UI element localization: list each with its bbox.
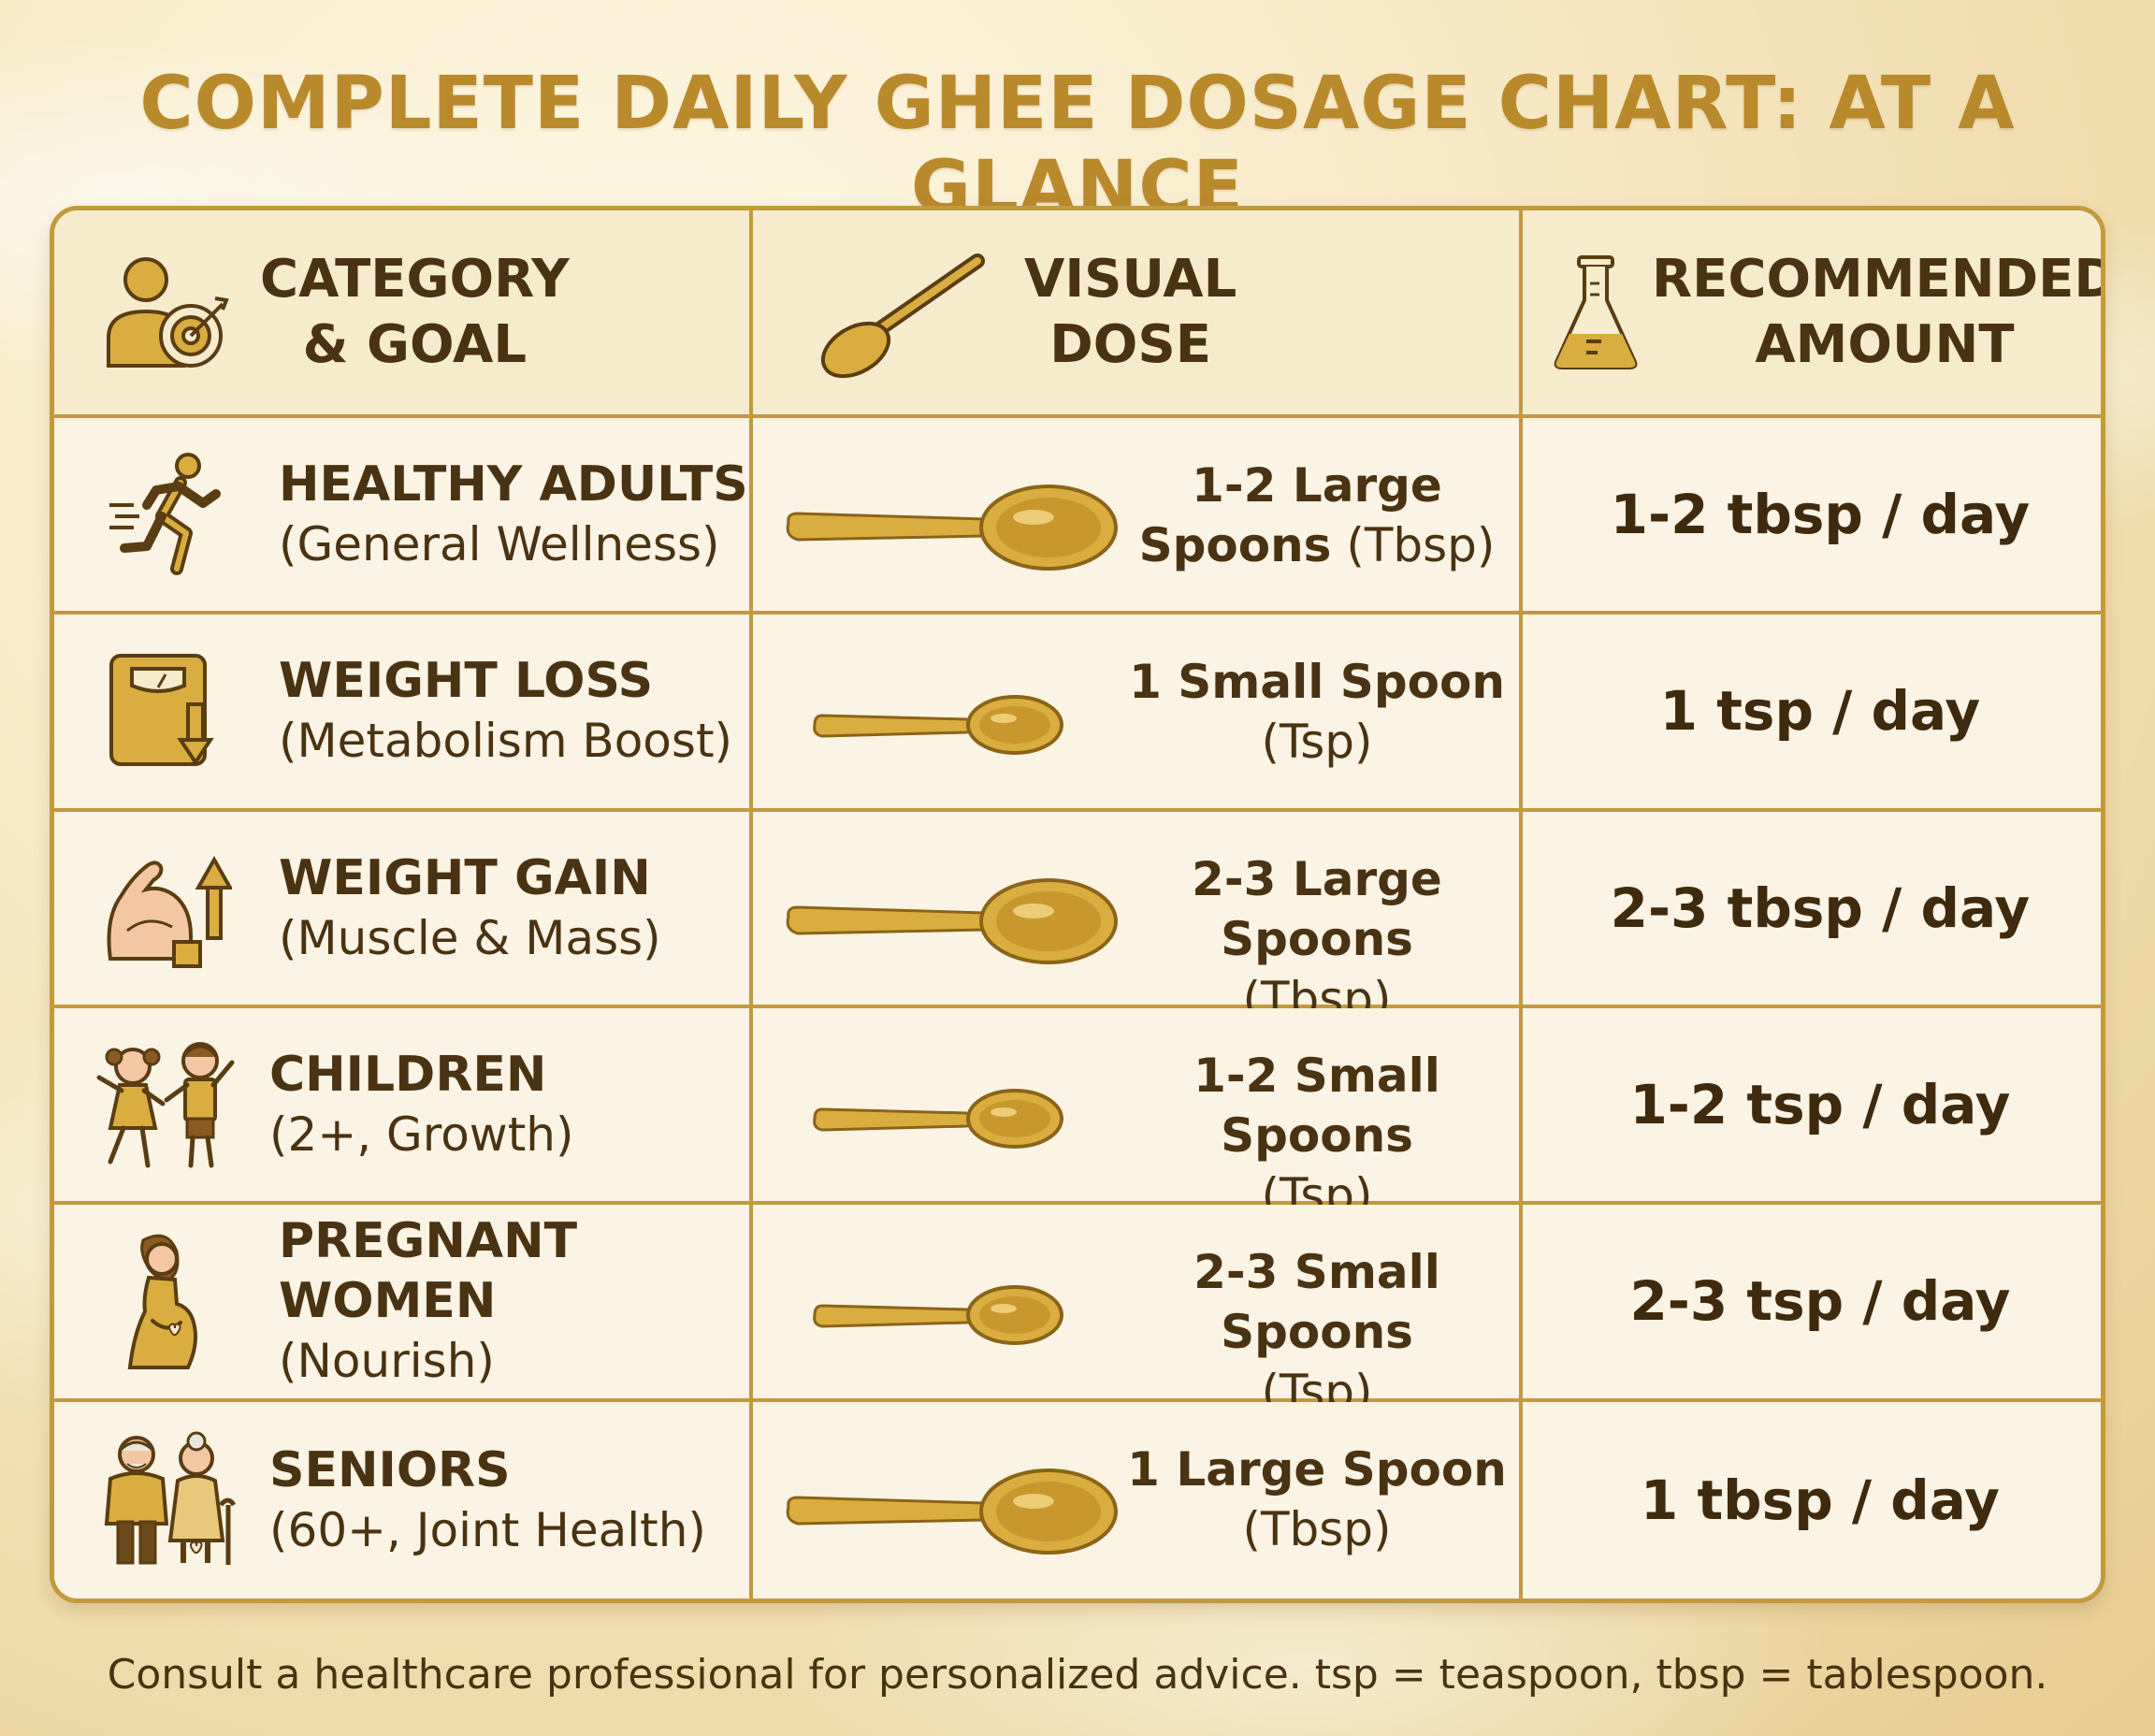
header-visual-line1: VISUAL	[1024, 249, 1237, 310]
row-seniors-category: SENIORS (60+, Joint Health)	[54, 1401, 753, 1599]
category-goal: (Metabolism Boost)	[279, 714, 733, 769]
small-spoon	[813, 1285, 1063, 1346]
row-weight-gain-category: WEIGHT GAIN (Muscle & Mass)	[54, 811, 753, 1008]
dosage-chart: CATEGORY & GOAL VISUAL DOSE	[50, 206, 2105, 1603]
category-name: CHILDREN	[269, 1047, 547, 1104]
category-name: WEIGHT LOSS	[279, 653, 654, 710]
category-name: PREGNANT WOMEN	[279, 1213, 578, 1330]
dose-line2: (Tbsp)	[1242, 1501, 1392, 1556]
row-seniors-amount: 1 tbsp / day	[1523, 1401, 2101, 1599]
dose-line2-bold: Spoons	[1138, 518, 1332, 572]
row-weight-gain-amount: 2-3 tbsp / day	[1523, 811, 2101, 1008]
category-goal: (Nourish)	[279, 1334, 495, 1389]
header-visual-line2: DOSE	[1049, 314, 1211, 375]
bicep-up-icon	[92, 843, 241, 974]
category-goal: (60+, Joint Health)	[269, 1502, 706, 1557]
large-spoon	[786, 1468, 1118, 1555]
pregnant-woman-icon	[92, 1231, 241, 1371]
row-healthy-adults-category: HEALTHY ADULTS (General Wellness)	[54, 418, 753, 615]
category-name: SENIORS	[269, 1441, 511, 1498]
header-category: CATEGORY & GOAL	[54, 210, 753, 418]
seniors-icon	[92, 1430, 241, 1570]
small-spoon	[813, 695, 1063, 756]
large-spoon	[786, 485, 1118, 571]
category-goal: (Muscle & Mass)	[279, 910, 661, 965]
amount-value: 1-2 tbsp / day	[1610, 483, 2031, 547]
header-amount-line2: AMOUNT	[1755, 314, 2015, 375]
category-name: WEIGHT GAIN	[279, 849, 651, 906]
amount-value: 1 tsp / day	[1659, 679, 1981, 744]
header-visual: VISUAL DOSE	[753, 210, 1523, 418]
row-children-dose: 1-2 Small Spoons (Tsp)	[753, 1007, 1523, 1222]
dose-line1: 2-3 Small Spoons	[1193, 1245, 1440, 1360]
small-spoon	[813, 1088, 1063, 1149]
spoon-icon	[753, 242, 1062, 383]
row-weight-loss-category: WEIGHT LOSS (Metabolism Boost)	[54, 615, 753, 812]
dose-line2: (Tbsp)	[1331, 518, 1496, 572]
flask-icon	[1540, 252, 1652, 373]
dose-line1: 1 Small Spoon	[1129, 655, 1505, 710]
row-pregnant-women-dose: 2-3 Small Spoons (Tsp)	[753, 1205, 1523, 1419]
amount-value: 1-2 tsp / day	[1629, 1073, 2011, 1137]
row-pregnant-women-category: PREGNANT WOMEN (Nourish)	[54, 1205, 753, 1402]
row-children-category: CHILDREN (2+, Growth)	[54, 1007, 753, 1206]
dose-line2: (Tsp)	[1261, 715, 1373, 770]
dose-line1: 1 Large Spoon	[1127, 1441, 1507, 1497]
children-icon	[92, 1034, 241, 1175]
running-person-icon	[92, 449, 241, 580]
header-category-line1: CATEGORY	[260, 249, 570, 310]
header-amount-line1: RECOMMENDED	[1652, 249, 2105, 310]
category-goal: (2+, Growth)	[269, 1107, 574, 1163]
amount-value: 1 tbsp / day	[1640, 1468, 2000, 1532]
row-children-amount: 1-2 tsp / day	[1523, 1007, 2101, 1206]
row-weight-gain-dose: 2-3 Large Spoons (Tbsp)	[753, 811, 1523, 1026]
row-seniors-dose: 1 Large Spoon (Tbsp)	[753, 1401, 1523, 1599]
scale-down-icon	[92, 650, 241, 772]
page-title: COMPLETE DAILY GHEE DOSAGE CHART: AT A G…	[139, 62, 2016, 230]
category-goal: (General Wellness)	[279, 517, 720, 572]
header-amount: RECOMMENDED AMOUNT	[1523, 210, 2105, 418]
row-healthy-adults-amount: 1-2 tbsp / day	[1523, 418, 2101, 615]
row-pregnant-women-amount: 2-3 tsp / day	[1523, 1205, 2101, 1402]
row-weight-loss-dose: 1 Small Spoon (Tsp)	[753, 615, 1523, 812]
person-target-icon	[54, 252, 279, 373]
amount-value: 2-3 tsp / day	[1629, 1269, 2011, 1334]
amount-value: 2-3 tbsp / day	[1610, 875, 2031, 940]
header-category-line2: & GOAL	[302, 314, 528, 375]
dose-line1: 2-3 Large Spoons	[1192, 851, 1442, 966]
row-weight-loss-amount: 1 tsp / day	[1523, 615, 2101, 812]
row-healthy-adults-dose: 1-2 Large Spoons (Tbsp)	[753, 418, 1523, 615]
dosage-table: CATEGORY & GOAL VISUAL DOSE	[54, 210, 2101, 1599]
category-name: HEALTHY ADULTS	[279, 456, 748, 514]
large-spoon	[786, 877, 1118, 964]
dose-line1: 1-2 Large	[1192, 458, 1442, 513]
dose-line1: 1-2 Small Spoons	[1193, 1048, 1440, 1163]
footer-note: Consult a healthcare professional for pe…	[107, 1651, 2048, 1699]
